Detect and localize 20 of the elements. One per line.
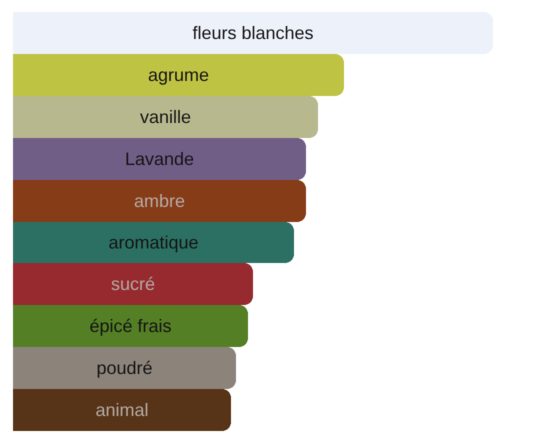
y-tick-label: ambre bbox=[134, 191, 186, 211]
y-tick-label: poudré bbox=[96, 358, 153, 378]
bar bbox=[13, 54, 344, 96]
bar bbox=[13, 347, 236, 389]
y-tick-label: fleurs blanches bbox=[192, 23, 314, 43]
bar bbox=[13, 180, 306, 222]
y-tick-label: Lavande bbox=[124, 149, 194, 169]
bar bbox=[13, 305, 248, 347]
y-tick-label: animal bbox=[95, 400, 149, 420]
bar bbox=[13, 96, 318, 138]
y-tick-label: agrume bbox=[148, 65, 210, 85]
bar bbox=[13, 263, 253, 305]
y-tick-label: aromatique bbox=[108, 232, 199, 252]
y-tick-label: vanille bbox=[140, 107, 192, 127]
bar bbox=[13, 222, 294, 263]
y-tick-label: épicé frais bbox=[89, 316, 172, 336]
y-tick-label: sucré bbox=[110, 274, 156, 294]
bar bbox=[13, 138, 306, 180]
bar bbox=[13, 389, 231, 431]
bar bbox=[13, 12, 493, 54]
